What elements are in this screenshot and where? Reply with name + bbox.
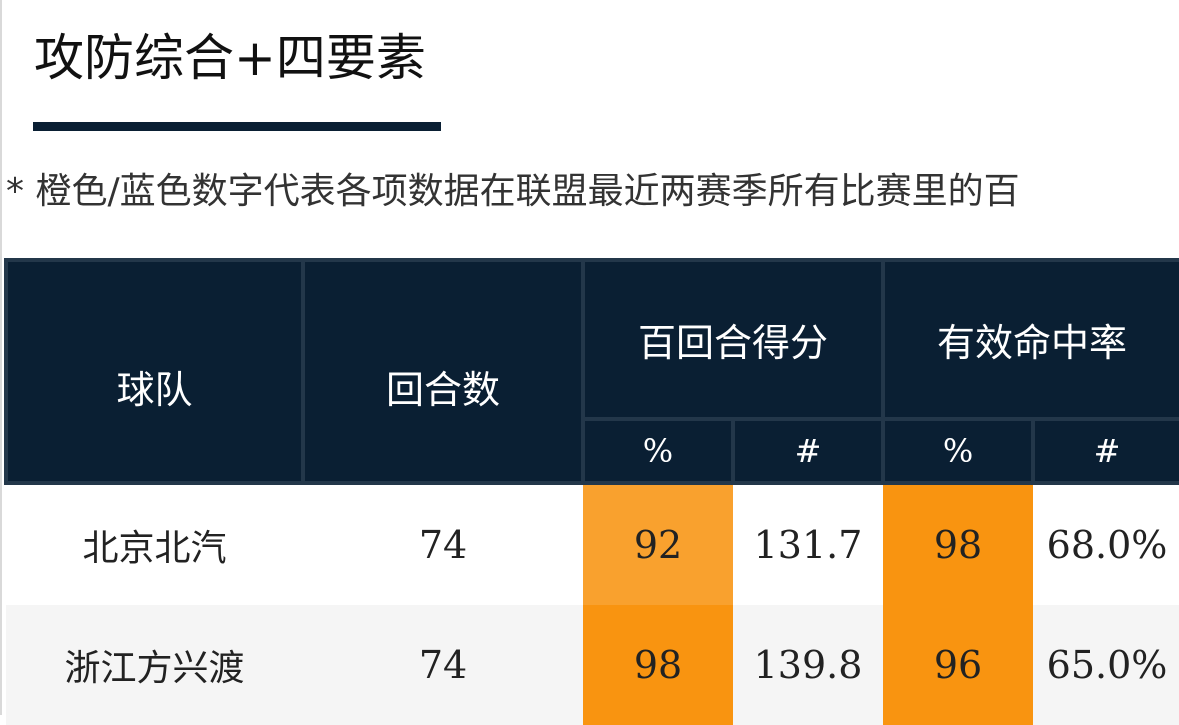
ortg-value: 131.7 xyxy=(733,483,884,605)
possessions-value: 74 xyxy=(303,483,583,605)
ortg-value: 139.8 xyxy=(733,605,884,725)
header-efg: 有效命中率 xyxy=(881,258,1179,421)
legend-note: * 橙色/蓝色数字代表各项数据在联盟最近两赛季所有比赛里的百 xyxy=(6,171,1020,212)
header-possessions: 回合数 xyxy=(301,258,585,485)
page-title: 攻防综合+四要素 xyxy=(34,29,426,87)
title-underline xyxy=(33,122,441,131)
possessions-value: 74 xyxy=(303,605,583,725)
header-team: 球队 xyxy=(4,258,305,485)
header-ortg-value: # xyxy=(730,417,886,485)
header-efg-percentile: % xyxy=(881,417,1036,485)
efg-value: 65.0% xyxy=(1033,605,1179,725)
efg-percentile-cell: 98 xyxy=(883,483,1034,605)
efg-percentile-cell: 96 xyxy=(883,605,1034,725)
team-name: 北京北汽 xyxy=(6,483,303,605)
efg-value: 68.0% xyxy=(1033,483,1179,605)
ortg-percentile-cell: 98 xyxy=(583,605,733,725)
ortg-percentile-cell: 92 xyxy=(583,483,733,605)
team-name: 浙江方兴渡 xyxy=(6,605,303,725)
header-ortg: 百回合得分 xyxy=(580,258,886,421)
header-ortg-percentile: % xyxy=(581,417,735,485)
page-frame-left-edge xyxy=(0,0,2,715)
table-row: 北京北汽 74 92 131.7 98 68.0% xyxy=(6,483,1179,605)
table-row: 浙江方兴渡 74 98 139.8 96 65.0% xyxy=(6,605,1179,725)
header-efg-value: # xyxy=(1031,417,1179,485)
stats-table: 球队 回合数 百回合得分 有效命中率 % # % # 北京北汽 74 92 13… xyxy=(4,258,1179,725)
